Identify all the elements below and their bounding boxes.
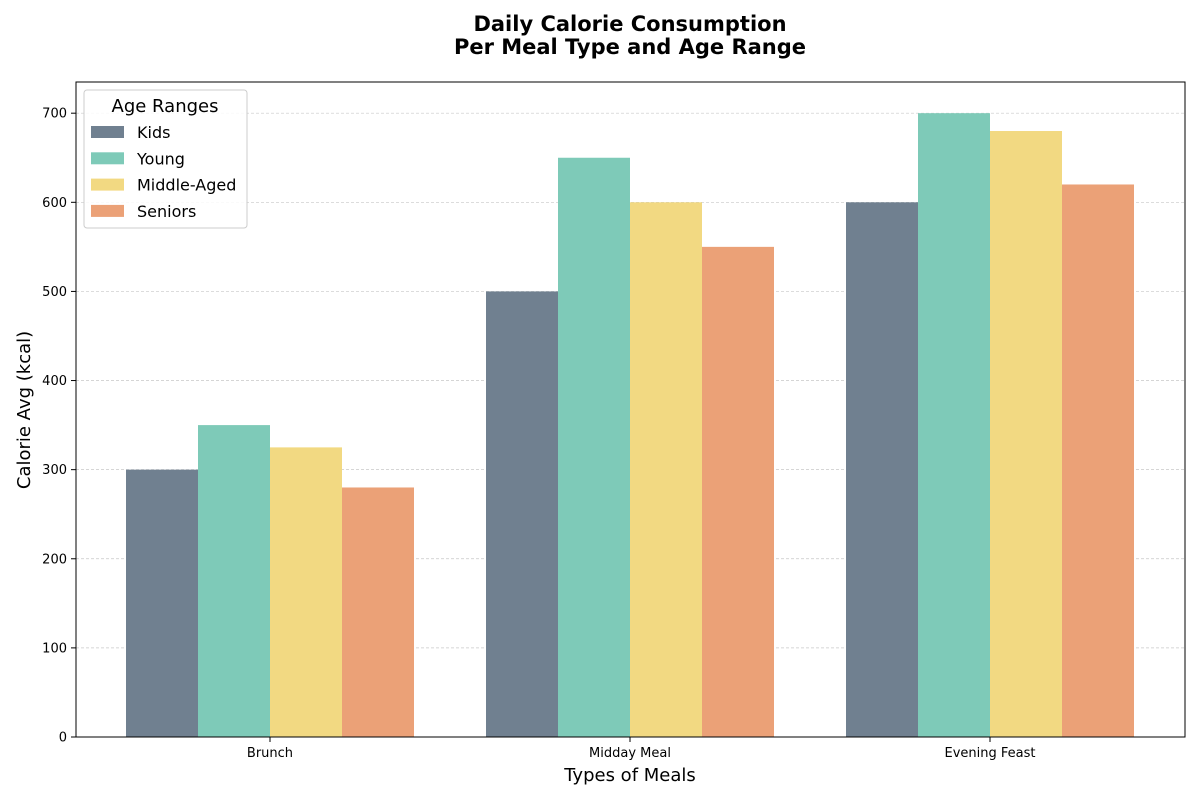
chart-title-line-2: Per Meal Type and Age Range	[454, 35, 806, 59]
bar-kids-brunch	[126, 469, 198, 737]
x-tick-label: Brunch	[247, 746, 293, 761]
legend-swatch	[91, 204, 124, 217]
legend-label: Seniors	[137, 202, 196, 221]
bar-seniors-midday-meal	[702, 246, 774, 737]
legend-swatch	[91, 152, 124, 165]
x-axis-label: Types of Meals	[563, 765, 696, 786]
x-tick-label: Evening Feast	[945, 746, 1036, 761]
bar-kids-evening-feast	[846, 202, 918, 737]
bar-young-evening-feast	[918, 113, 990, 737]
legend: Age Ranges Kids Young Middle-Aged Seniors	[83, 89, 248, 229]
y-tick-label: 0	[59, 731, 67, 746]
legend-items: Kids Young Middle-Aged Seniors	[91, 123, 236, 221]
plot-frame	[75, 81, 1186, 738]
legend-title: Age Ranges	[112, 96, 219, 117]
bar-middle-aged-midday-meal	[630, 202, 702, 737]
legend-swatch	[91, 178, 124, 191]
chart-title-line-1: Daily Calorie Consumption	[473, 12, 786, 36]
y-tick-label: 300	[42, 463, 67, 478]
bar-seniors-brunch	[342, 487, 414, 737]
y-tick-label: 700	[42, 107, 67, 122]
bars	[126, 113, 1134, 738]
legend-label: Kids	[137, 123, 170, 142]
bar-seniors-evening-feast	[1062, 184, 1134, 738]
x-tick-label: Midday Meal	[589, 746, 671, 761]
bar-young-brunch	[198, 425, 270, 737]
legend-swatch	[91, 126, 124, 138]
y-axis-label: Calorie Avg (kcal)	[14, 331, 35, 489]
legend-label: Middle-Aged	[137, 176, 236, 195]
y-tick-label: 200	[42, 552, 67, 567]
legend-box	[83, 89, 248, 229]
bar-young-midday-meal	[558, 157, 630, 738]
y-tick-label: 600	[42, 196, 67, 211]
y-tick-label: 400	[42, 374, 67, 389]
y-axis-ticks: 0 100 200 300 400 500 600 700	[42, 107, 76, 746]
x-axis-ticks: Brunch Midday Meal Evening Feast	[247, 737, 1036, 761]
bar-kids-midday-meal	[486, 291, 558, 737]
legend-label: Young	[136, 149, 185, 168]
y-tick-label: 500	[42, 285, 67, 300]
bar-middle-aged-evening-feast	[990, 131, 1062, 737]
y-tick-label: 100	[42, 641, 67, 656]
bar-middle-aged-brunch	[270, 447, 342, 737]
